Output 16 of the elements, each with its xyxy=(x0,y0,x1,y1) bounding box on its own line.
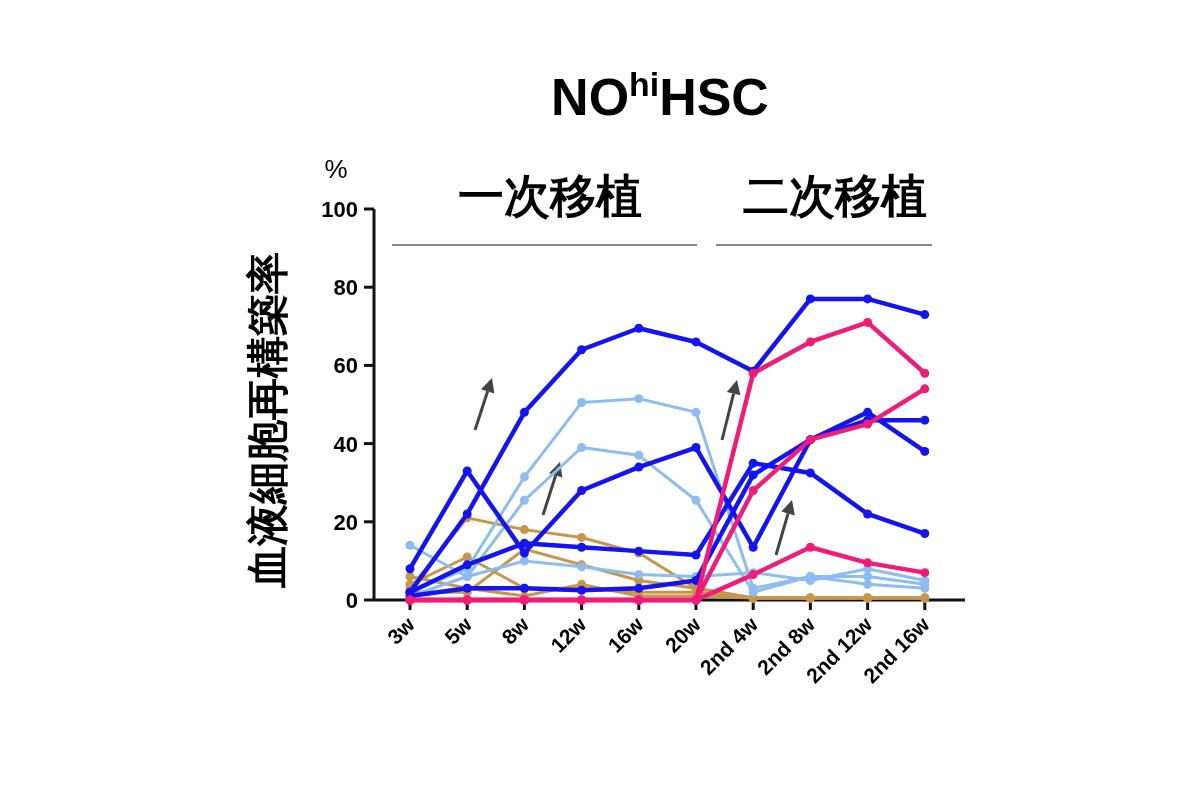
x-tick-label: 8w xyxy=(497,612,534,649)
y-tick-label: 20 xyxy=(333,509,358,535)
x-tick-label: 5w xyxy=(439,612,477,649)
annotation: 二次移植 xyxy=(743,170,927,222)
y-tick-label: 0 xyxy=(345,588,358,613)
x-tick-label: 16w xyxy=(603,612,649,657)
y-tick-label: 60 xyxy=(333,353,358,379)
chart-title: NO$^{hi}$HSC xyxy=(551,65,769,126)
x-tick-label: 12w xyxy=(546,612,591,657)
annotation: 一次移植 xyxy=(458,170,642,222)
text: % xyxy=(324,154,348,184)
y-tick-label: 100 xyxy=(321,197,358,222)
y-axis-title: 血液細胞再構築率 xyxy=(244,252,291,589)
y-tick-label: 40 xyxy=(333,431,358,457)
y-tick-label: 80 xyxy=(333,275,358,301)
x-tick-label: 3w xyxy=(382,612,420,649)
